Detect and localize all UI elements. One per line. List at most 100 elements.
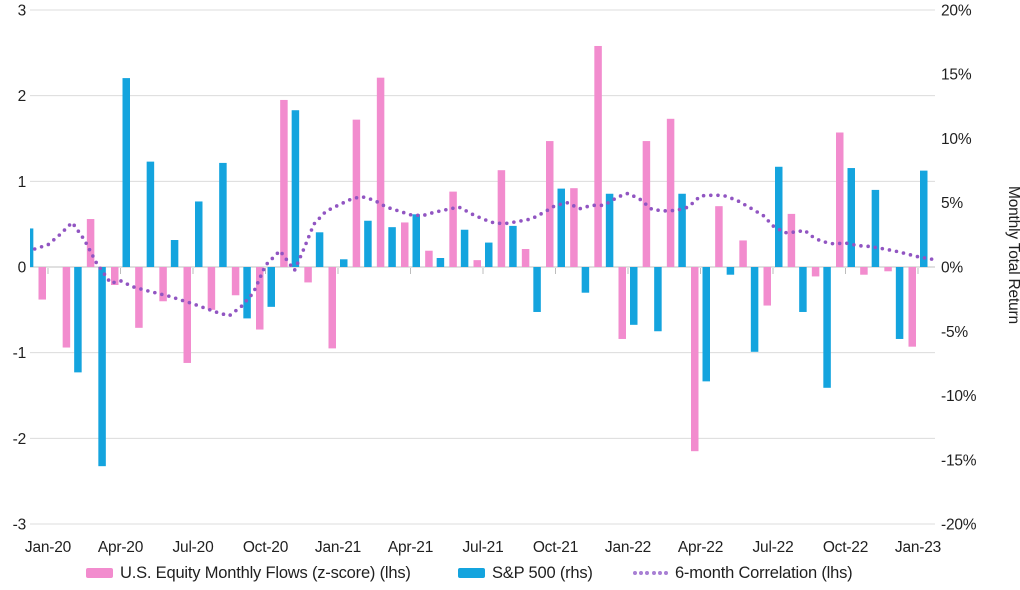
correlation-dot: [901, 251, 906, 255]
bar-flows-Jun-22: [739, 240, 747, 267]
bar-flows-Feb-20: [62, 267, 71, 348]
bar-sp500-Feb-22: [654, 267, 662, 332]
bar-flows-Jun-20: [159, 267, 167, 302]
correlation-dot: [823, 240, 828, 244]
bar-flows-Nov-20: [280, 99, 288, 268]
correlation-dot: [777, 227, 782, 232]
correlation-dot: [830, 241, 835, 246]
correlation-dot: [451, 206, 455, 211]
bar-sp500-Jan-21: [340, 259, 348, 267]
bar-sp500-Dec-22: [895, 267, 904, 339]
correlation-dot: [295, 261, 300, 266]
correlation-dot: [742, 202, 747, 207]
correlation-dot: [309, 228, 314, 232]
correlation-dot: [526, 217, 530, 222]
sp500-swatch-icon: [458, 568, 485, 578]
correlation-dot: [80, 235, 85, 239]
bar-flows-Aug-22: [787, 213, 796, 267]
correlation-dot: [119, 279, 123, 283]
correlation-dot: [201, 305, 205, 310]
correlation-dot: [791, 230, 795, 234]
correlation-dot: [102, 272, 107, 277]
legend-dot-icon: [639, 571, 644, 575]
correlation-dot: [784, 230, 788, 235]
correlation-dot: [284, 257, 289, 262]
correlation-dot: [292, 268, 297, 272]
bar-flows-Jul-21: [473, 260, 482, 267]
correlation-dot: [221, 312, 226, 316]
correlation-dot: [837, 241, 842, 246]
x-axis-label: Apr-21: [388, 539, 433, 556]
correlation-dot: [490, 220, 495, 225]
correlation-dot: [306, 234, 311, 239]
x-axis-label: Apr-22: [678, 539, 723, 556]
left-axis-tick-label: 0: [18, 260, 27, 277]
correlation-dot: [87, 247, 92, 252]
correlation-dot: [618, 194, 623, 198]
correlation-dot: [723, 194, 727, 198]
correlation-dot: [551, 204, 556, 209]
correlation-dot: [519, 219, 523, 223]
correlation-dot: [368, 197, 373, 201]
bar-sp500-Jun-22: [750, 267, 759, 352]
correlation-dot: [361, 195, 366, 199]
bar-sp500-Apr-20: [122, 78, 130, 267]
bar-sp500-Mar-21: [388, 227, 396, 267]
correlation-dot: [328, 207, 333, 211]
correlation-dot: [708, 193, 713, 198]
correlation-dot: [483, 218, 488, 222]
correlation-dot: [866, 244, 870, 249]
bar-sp500-Mar-20: [98, 267, 106, 467]
bar-sp500-May-22: [726, 267, 735, 275]
right-axis-tick-label: 20%: [941, 2, 972, 19]
legend-dot-icon: [645, 571, 650, 575]
bar-flows-Dec-22: [884, 267, 892, 272]
x-axis-label: Jan-20: [25, 539, 72, 556]
correlation-dot: [94, 260, 98, 265]
correlation-dot: [84, 241, 88, 246]
correlation-dot: [690, 201, 694, 206]
correlation-dot: [160, 292, 164, 297]
bar-sp500-Feb-21: [364, 220, 372, 267]
bar-flows-May-22: [715, 206, 723, 267]
bar-sp500-May-20: [146, 161, 155, 267]
legend-item-sp500: S&P 500 (rhs): [458, 561, 593, 585]
bar-flows-Jun-21: [449, 191, 457, 267]
correlation-dot: [804, 230, 809, 234]
correlation-dot: [798, 229, 803, 233]
correlation-dot: [194, 303, 199, 307]
bar-sp500-Apr-21: [412, 214, 421, 267]
bar-sp500-Nov-21: [581, 267, 590, 293]
correlation-dot: [415, 213, 420, 218]
correlation-dot: [558, 202, 563, 207]
correlation-dot: [146, 289, 150, 293]
bar-flows-May-20: [135, 267, 143, 328]
correlation-dot: [730, 196, 734, 201]
bar-flows-Mar-22: [666, 118, 675, 268]
correlation-dot: [401, 210, 406, 215]
correlation-dot: [701, 193, 706, 198]
correlation-dot: [408, 212, 413, 217]
correlation-dot: [265, 261, 270, 266]
correlation-dot: [375, 200, 379, 204]
correlation-dot: [207, 307, 212, 312]
right-axis-tick-label: 0%: [941, 260, 963, 277]
correlation-dot: [638, 197, 643, 202]
correlation-dot: [606, 201, 610, 205]
x-axis-label: Jul-21: [462, 539, 503, 556]
bar-sp500-Aug-21: [509, 225, 517, 267]
correlation-dot: [334, 204, 339, 208]
legend-item-correlation: 6-month Correlation (lhs): [633, 561, 853, 585]
bar-sp500-Aug-20: [219, 162, 227, 267]
legend-dot-icon: [633, 571, 637, 575]
correlation-dot: [716, 193, 720, 198]
bar-flows-Dec-20: [304, 267, 312, 283]
correlation-dot: [929, 257, 934, 261]
correlation-dot: [643, 202, 648, 206]
correlation-dot: [599, 203, 604, 208]
correlation-dot: [180, 298, 185, 303]
correlation-dot: [301, 248, 306, 252]
bar-flows-Mar-20: [86, 219, 95, 267]
